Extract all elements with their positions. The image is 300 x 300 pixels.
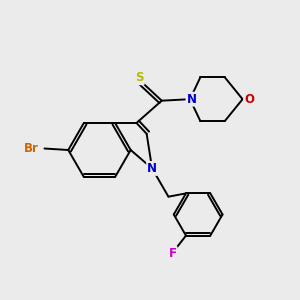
Text: N: N xyxy=(187,93,196,106)
Text: F: F xyxy=(169,247,177,260)
Text: O: O xyxy=(244,93,254,106)
Text: N: N xyxy=(147,162,157,175)
Text: Br: Br xyxy=(24,142,39,155)
Text: S: S xyxy=(135,71,144,84)
